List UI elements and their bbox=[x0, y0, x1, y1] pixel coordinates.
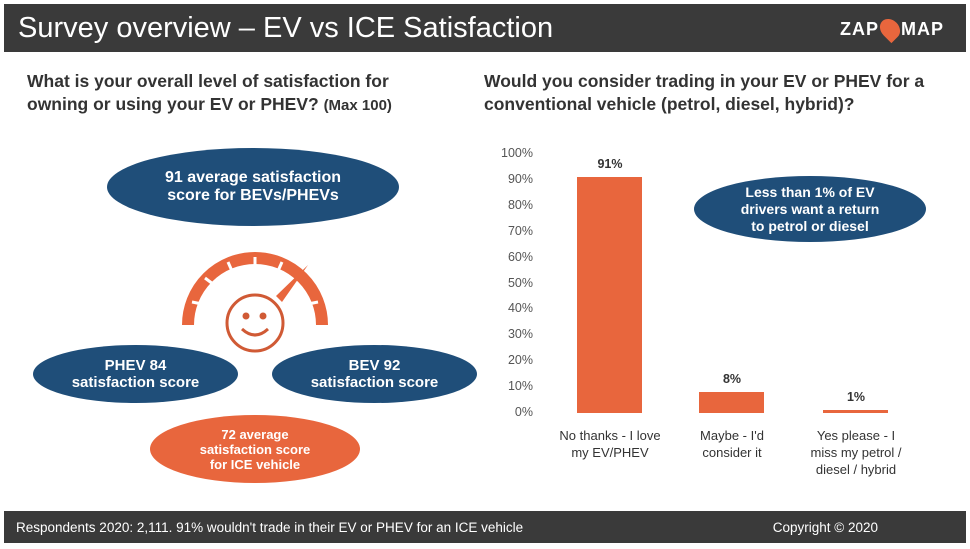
ice-score-ellipse: 72 average satisfaction score for ICE ve… bbox=[150, 415, 360, 483]
y-tick-label: 0% bbox=[514, 405, 533, 419]
y-tick-label: 60% bbox=[507, 249, 533, 264]
left-question: What is your overall level of satisfacti… bbox=[27, 70, 447, 117]
y-tick-label: 70% bbox=[507, 223, 533, 238]
y-tick-label: 100% bbox=[501, 146, 533, 160]
copyright: Copyright © 2020 bbox=[772, 520, 878, 535]
y-tick-label: 30% bbox=[507, 327, 533, 342]
page-title: Survey overview – EV vs ICE Satisfaction bbox=[18, 12, 554, 44]
footer-note: Respondents 2020: 2,111. 91% wouldn't tr… bbox=[16, 520, 524, 535]
data-label: 91% bbox=[597, 157, 623, 172]
y-tick-label: 50% bbox=[507, 275, 533, 290]
chart-title: Would you consider trading in your EV or… bbox=[484, 71, 925, 114]
bar bbox=[699, 392, 764, 413]
y-tick-label: 20% bbox=[507, 353, 533, 368]
y-tick-label: 90% bbox=[507, 171, 533, 186]
annotation-ellipse: Less than 1% of EV drivers want a return… bbox=[694, 176, 926, 242]
category-label: Yes please - I miss my petrol / diesel /… bbox=[810, 428, 902, 477]
speedometer-icon bbox=[182, 252, 328, 353]
category-label: No thanks - I love my EV/PHEV bbox=[559, 428, 661, 460]
y-tick-label: 10% bbox=[507, 379, 533, 394]
question-text: What is your overall level of satisfacti… bbox=[27, 71, 389, 114]
bar bbox=[823, 410, 888, 413]
bev-score-ellipse: BEV 92 satisfaction score bbox=[272, 345, 477, 403]
zapmap-logo: ZAP MAP bbox=[840, 14, 944, 44]
phev-score-ellipse: PHEV 84 satisfaction score bbox=[33, 345, 238, 403]
data-label: 8% bbox=[722, 372, 742, 387]
category-label: Maybe - I'd consider it bbox=[700, 428, 764, 460]
y-tick-label: 80% bbox=[507, 197, 533, 212]
data-label: 1% bbox=[846, 390, 866, 405]
header: Survey overview – EV vs ICE Satisfaction… bbox=[4, 4, 966, 52]
avg-score-ellipse: 91 average satisfaction score for BEVs/P… bbox=[107, 148, 399, 226]
footer: Respondents 2020: 2,111. 91% wouldn't tr… bbox=[4, 511, 966, 543]
bolt-icon bbox=[875, 14, 905, 44]
y-tick-label: 40% bbox=[507, 301, 533, 316]
bar bbox=[577, 177, 642, 413]
question-suffix: (Max 100) bbox=[323, 97, 392, 114]
